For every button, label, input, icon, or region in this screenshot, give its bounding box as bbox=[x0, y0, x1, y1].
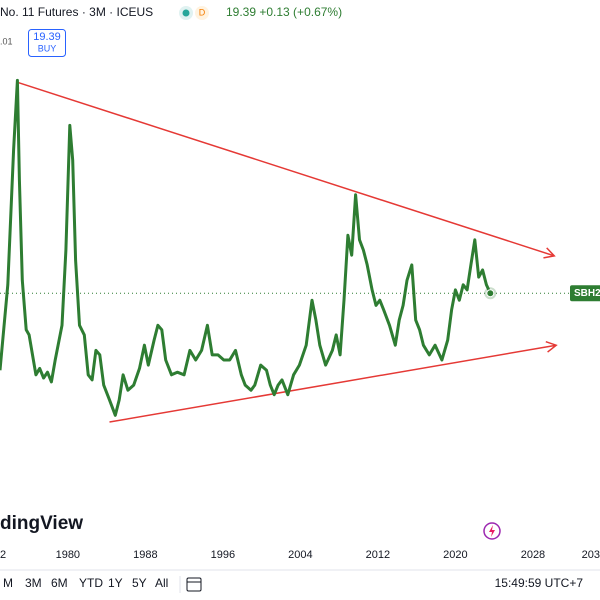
status-dot-inner bbox=[182, 9, 190, 17]
x-tick-label: 2004 bbox=[288, 549, 312, 561]
clock: 15:49:59 UTC+7 bbox=[495, 576, 584, 590]
partial-label: .01 bbox=[0, 36, 13, 46]
x-tick-label: 1988 bbox=[133, 549, 157, 561]
x-tick-label: 2012 bbox=[366, 549, 390, 561]
x-tick-label: 2028 bbox=[521, 549, 545, 561]
badge: D bbox=[199, 7, 206, 17]
last-price-label: SBH2 bbox=[574, 288, 600, 299]
last-price-tag bbox=[570, 285, 600, 302]
last-point-core bbox=[486, 289, 495, 298]
trendline-arrow bbox=[543, 247, 556, 259]
x-tick-label: 1996 bbox=[211, 549, 235, 561]
trendline bbox=[109, 344, 557, 423]
logo: dingView bbox=[0, 513, 83, 534]
range-button[interactable]: 1Y bbox=[108, 576, 123, 590]
quote: 19.39 +0.13 (+0.67%) bbox=[226, 5, 342, 19]
x-tick-label: 2020 bbox=[443, 549, 467, 561]
price-line bbox=[0, 78, 492, 417]
trendline bbox=[17, 81, 555, 257]
x-tick-label: 203 bbox=[582, 549, 600, 561]
buy-price[interactable]: 19.39 bbox=[33, 31, 61, 43]
range-button[interactable]: All bbox=[155, 576, 168, 590]
range-button[interactable]: 3M bbox=[25, 576, 42, 590]
x-tick-label: 2 bbox=[0, 549, 6, 561]
calendar-body bbox=[186, 577, 202, 592]
symbol-title: No. 11 Futures · 3M · ICEUS bbox=[0, 5, 153, 19]
range-button[interactable]: 5Y bbox=[132, 576, 147, 590]
trendline-arrow bbox=[545, 340, 558, 353]
badge-bg bbox=[195, 6, 209, 20]
buy-label[interactable]: BUY bbox=[38, 43, 57, 53]
calendar-icon[interactable] bbox=[186, 577, 202, 592]
range-button[interactable]: 6M bbox=[51, 576, 68, 590]
x-tick-label: 1980 bbox=[56, 549, 80, 561]
range-button[interactable]: M bbox=[3, 576, 13, 590]
event-bolt bbox=[489, 525, 495, 537]
range-button[interactable]: YTD bbox=[79, 576, 103, 590]
buy-button[interactable] bbox=[28, 29, 66, 57]
event-icon[interactable] bbox=[483, 522, 501, 540]
